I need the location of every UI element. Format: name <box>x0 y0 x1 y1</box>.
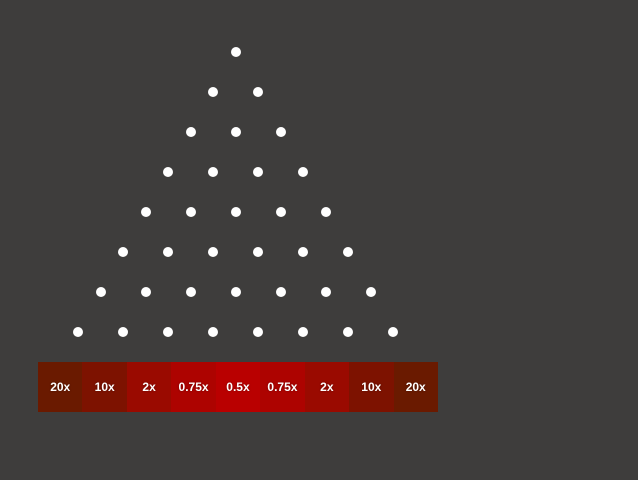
peg <box>208 326 218 337</box>
peg <box>253 326 263 337</box>
peg <box>140 206 151 217</box>
peg <box>320 286 331 297</box>
multiplier-slot: 20x <box>393 362 438 412</box>
multiplier-slot: 10x <box>349 362 394 412</box>
peg <box>185 286 196 297</box>
peg <box>163 166 173 177</box>
multiplier-slot: 0.75x <box>260 362 305 412</box>
peg <box>163 326 173 337</box>
multiplier-slot: 10x <box>82 362 127 412</box>
peg <box>230 46 241 57</box>
peg <box>118 246 128 257</box>
peg <box>208 86 218 97</box>
peg <box>118 326 128 337</box>
peg <box>275 286 286 297</box>
peg <box>298 246 308 257</box>
multiplier-slot: 2x <box>126 362 172 412</box>
peg <box>253 246 263 257</box>
peg <box>275 126 286 137</box>
multiplier-slot: 2x <box>304 362 350 412</box>
peg <box>185 206 196 217</box>
peg <box>208 246 218 257</box>
peg <box>388 326 398 337</box>
peg <box>275 206 286 217</box>
peg <box>298 166 308 177</box>
peg <box>230 206 241 217</box>
peg <box>253 166 263 177</box>
peg <box>95 286 106 297</box>
peg <box>343 246 353 257</box>
peg <box>208 166 218 177</box>
multiplier-slot: 0.5x <box>215 362 261 412</box>
peg <box>185 126 196 137</box>
peg <box>140 286 151 297</box>
peg <box>230 286 241 297</box>
peg <box>320 206 331 217</box>
peg <box>298 326 308 337</box>
multiplier-slot: 20x <box>38 362 83 412</box>
peg <box>365 286 376 297</box>
peg <box>343 326 353 337</box>
peg <box>230 126 241 137</box>
peg <box>253 86 263 97</box>
peg <box>163 246 173 257</box>
peg <box>73 326 83 337</box>
multiplier-slot: 0.75x <box>171 362 216 412</box>
multiplier-slots: 20x 10x 2x 0.75x 0.5x 0.75x 2x 10x 20x <box>38 362 438 412</box>
